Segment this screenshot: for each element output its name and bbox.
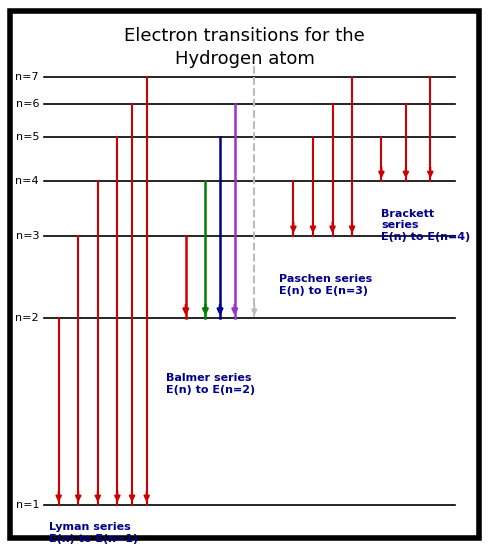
Text: Brackett
series
E(n) to E(n=4): Brackett series E(n) to E(n=4) — [381, 209, 470, 242]
Text: n=2: n=2 — [16, 313, 39, 323]
Text: n=4: n=4 — [16, 176, 39, 186]
Text: n=6: n=6 — [16, 99, 39, 109]
Text: Balmer series
E(n) to E(n=2): Balmer series E(n) to E(n=2) — [166, 373, 255, 395]
Text: Paschen series
E(n) to E(n=3): Paschen series E(n) to E(n=3) — [278, 274, 371, 296]
Text: n=5: n=5 — [16, 132, 39, 142]
Text: Electron transitions for the
Hydrogen atom: Electron transitions for the Hydrogen at… — [124, 27, 364, 68]
Text: Lyman series
E(n) to E(n=1): Lyman series E(n) to E(n=1) — [49, 522, 138, 544]
Text: n=3: n=3 — [16, 231, 39, 241]
Text: n=7: n=7 — [16, 72, 39, 82]
Text: n=1: n=1 — [16, 500, 39, 510]
FancyBboxPatch shape — [10, 11, 478, 538]
